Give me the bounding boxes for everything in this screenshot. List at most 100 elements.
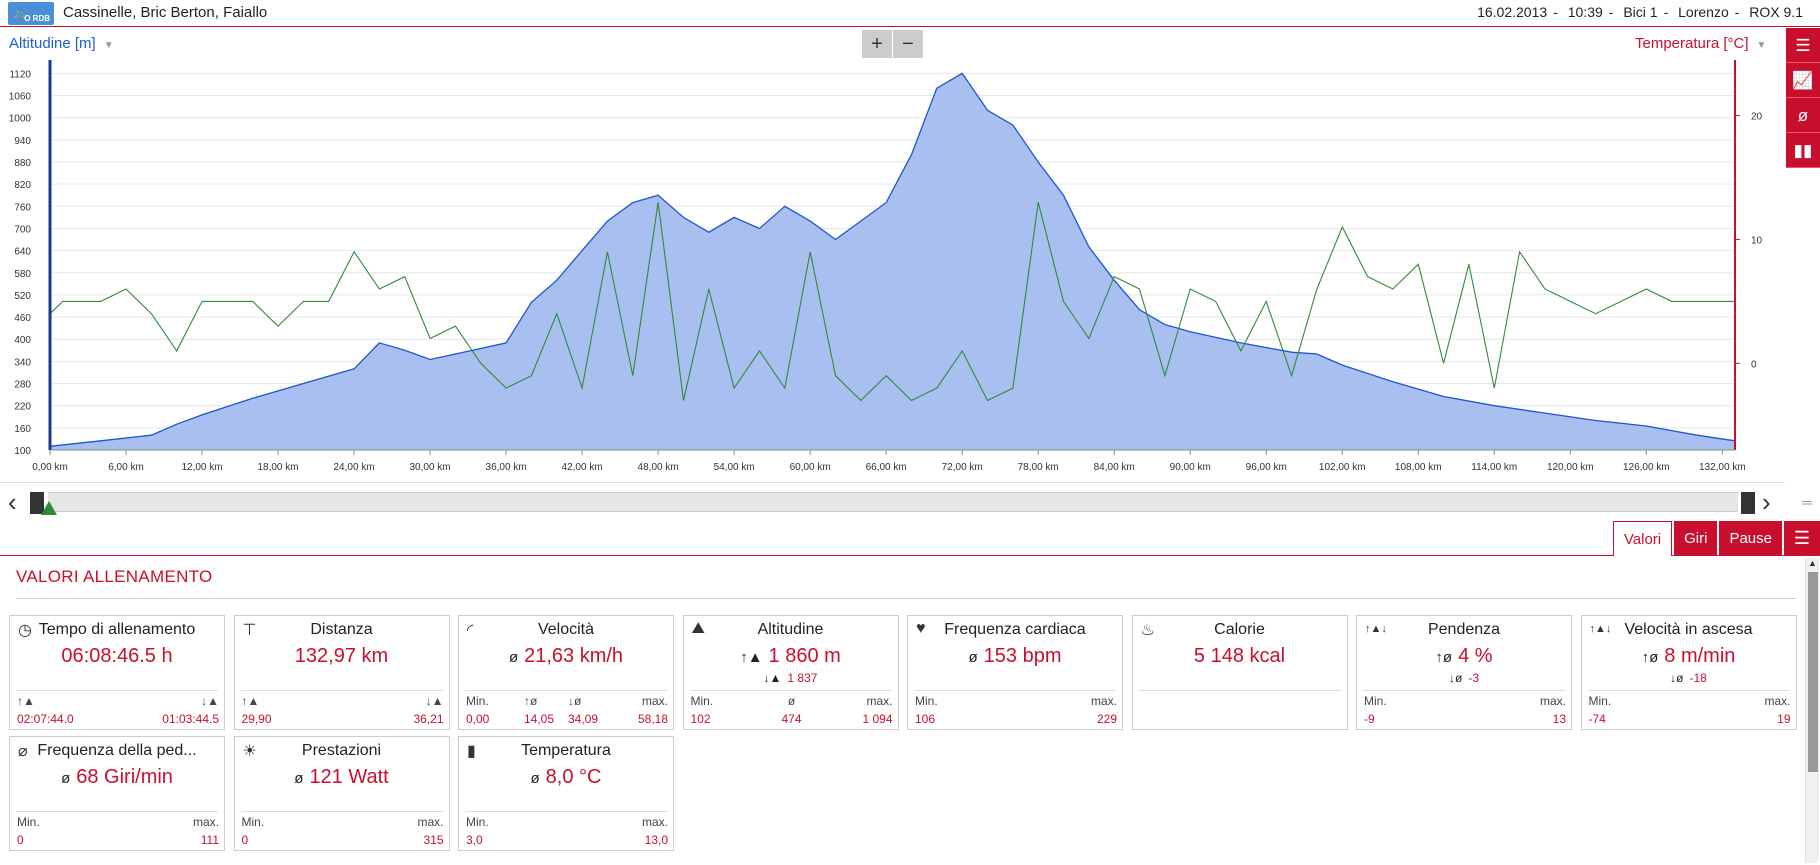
card-stat: ↑ø 14,05 bbox=[524, 694, 554, 726]
logo-text: O RDB bbox=[24, 14, 50, 23]
zoom-out-button[interactable]: − bbox=[893, 30, 923, 58]
card-stat-label: max. bbox=[641, 694, 668, 708]
card-stat-value: 36,21 bbox=[413, 712, 444, 726]
card-main-number: 68 Giri/min bbox=[76, 766, 173, 788]
card-title: Pendenza bbox=[1427, 621, 1501, 638]
slope-icon: ↑▲↓ bbox=[1365, 623, 1387, 635]
card-footer bbox=[1140, 694, 1342, 728]
card-divider bbox=[465, 811, 667, 812]
card-divider bbox=[1587, 690, 1790, 691]
x-tick-label: 24,00 km bbox=[333, 462, 374, 473]
scrub-start-handle[interactable] bbox=[30, 492, 44, 514]
zoom-in-button[interactable]: + bbox=[862, 30, 892, 58]
card-main-symbol: ø bbox=[61, 770, 71, 787]
card-stat: ↓ø 34,09 bbox=[568, 694, 598, 726]
session-user: Lorenzo bbox=[1678, 4, 1729, 20]
card-stat-value: 229 bbox=[1096, 712, 1117, 726]
card-stat-value: 0,00 bbox=[466, 712, 490, 726]
altitude-temperature-chart[interactable]: 1001602202803404004605205806407007608208… bbox=[0, 58, 1785, 478]
x-tick-label: 78,00 km bbox=[1018, 462, 1059, 473]
altitude-area bbox=[50, 73, 1735, 451]
card-stat-label: Min. bbox=[1364, 694, 1387, 708]
average-icon[interactable]: ø bbox=[1786, 98, 1820, 133]
tabs-menu-icon[interactable]: ☰ bbox=[1784, 521, 1820, 556]
card-stat-value: 3,0 bbox=[466, 833, 483, 847]
bar-chart-icon[interactable]: ▮▮ bbox=[1786, 133, 1820, 168]
value-card: ☀ Prestazioni ø 121 Watt Min. 0 max. 315 bbox=[233, 736, 450, 851]
tab-laps[interactable]: Giri bbox=[1674, 521, 1718, 556]
values-scrollbar[interactable]: ▲ bbox=[1805, 558, 1819, 863]
card-main-symbol: ↑ø bbox=[1641, 649, 1659, 666]
x-tick-label: 60,00 km bbox=[790, 462, 831, 473]
y-tick-label-left: 1060 bbox=[9, 92, 32, 103]
card-stat-value: 29,90 bbox=[241, 712, 272, 726]
card-stat: Min. 0 bbox=[242, 815, 265, 847]
card-title: Calorie bbox=[1214, 621, 1265, 638]
card-stat-value: 34,09 bbox=[568, 712, 599, 726]
y-tick-label-left: 880 bbox=[14, 158, 31, 169]
temperature-line bbox=[49, 202, 1735, 402]
x-tick-label: 84,00 km bbox=[1094, 462, 1135, 473]
scrub-menu-icon[interactable]: ═ bbox=[1802, 494, 1812, 510]
y-tick-label-left: 760 bbox=[14, 202, 31, 213]
card-stat-value: 14,05 bbox=[524, 712, 555, 726]
tab-values[interactable]: Valori bbox=[1612, 521, 1673, 556]
tab-pauses[interactable]: Pause bbox=[1719, 521, 1782, 556]
list-icon[interactable]: ☰ bbox=[1786, 28, 1820, 63]
card-stat-value: 106 bbox=[915, 712, 936, 726]
chevron-down-icon: ▼ bbox=[1756, 40, 1767, 51]
scrollbar-thumb[interactable] bbox=[1808, 572, 1818, 772]
card-sub-number: 1 837 bbox=[787, 671, 818, 685]
y-tick-label-left: 700 bbox=[14, 224, 31, 235]
card-sub-symbol: ↓▲ bbox=[763, 671, 782, 685]
left-axis-selector[interactable]: Altitudine [m] ▼ bbox=[9, 35, 114, 52]
value-card: ♨ Calorie 5 148 kcal bbox=[1131, 615, 1348, 730]
right-axis-selector[interactable]: Temperatura [°C] ▼ bbox=[1635, 35, 1766, 52]
card-stat: ø 474 bbox=[691, 694, 893, 726]
y-tick-label-left: 400 bbox=[14, 335, 31, 346]
scrub-track[interactable] bbox=[48, 492, 1738, 512]
position-marker[interactable] bbox=[41, 501, 57, 515]
card-main-number: 06:08:46.5 h bbox=[61, 645, 173, 667]
card-stat: max. 1 094 bbox=[862, 694, 892, 726]
scroll-up-icon[interactable]: ▲ bbox=[1808, 558, 1817, 568]
card-stat: ↑▲ 02:07:44.0 bbox=[17, 694, 74, 726]
line-chart-icon[interactable]: 📈 bbox=[1786, 63, 1820, 98]
y-tick-label-left: 1120 bbox=[9, 69, 31, 80]
card-stat: Min. 102 bbox=[691, 694, 714, 726]
card-main-symbol: ø bbox=[968, 649, 978, 666]
card-divider bbox=[16, 690, 218, 691]
x-tick-label: 102,00 km bbox=[1319, 462, 1366, 473]
altitude-line bbox=[49, 72, 1736, 447]
scrub-end-handle[interactable] bbox=[1741, 492, 1755, 514]
card-main-number: 1 860 m bbox=[768, 645, 841, 667]
card-stat: Min. 3,0 bbox=[466, 815, 489, 847]
x-tick-label: 114,00 km bbox=[1471, 462, 1517, 473]
left-axis-label: Altitudine [m] bbox=[9, 35, 96, 52]
card-footer: Min. 0 max. 111 bbox=[17, 815, 219, 849]
speedometer-icon: ◜ bbox=[467, 622, 474, 639]
card-main-symbol: ø bbox=[508, 649, 519, 666]
card-stat: max. 58,18 bbox=[638, 694, 668, 726]
top-bar: 🚲 O RDB Cassinelle, Bric Berton, Faiallo… bbox=[0, 0, 1820, 27]
card-footer: Min. -9 max. 13 bbox=[1364, 694, 1566, 728]
y-tick-label-left: 820 bbox=[14, 180, 31, 191]
scrub-left-arrow[interactable]: ‹ bbox=[8, 487, 17, 517]
card-stat-label: ↑▲ bbox=[17, 694, 35, 708]
card-footer: Min. 0,00 ↑ø 14,05 ↓ø 34,09 max. 58,18 bbox=[466, 694, 668, 728]
scrub-right-arrow[interactable]: › bbox=[1762, 487, 1771, 517]
card-title: Prestazioni bbox=[301, 742, 382, 759]
card-stat-label: max. bbox=[1764, 694, 1791, 708]
card-main-number: 8 m/min bbox=[1664, 645, 1736, 667]
card-footer: Min. 102 ø 474 max. 1 094 bbox=[691, 694, 893, 728]
card-stat-label: Min. bbox=[466, 694, 489, 708]
x-tick-label: 0,00 km bbox=[32, 462, 68, 473]
y-tick-label-left: 340 bbox=[14, 357, 31, 368]
card-footer: Min. -74 max. 19 bbox=[1589, 694, 1791, 728]
y-tick-label-right: 0 bbox=[1751, 359, 1757, 370]
activity-title: Cassinelle, Bric Berton, Faiallo bbox=[63, 4, 268, 21]
chart-area: Altitudine [m] ▼ + − Temperatura [°C] ▼ 100… bbox=[0, 28, 1785, 483]
card-main-value: ø 121 Watt bbox=[235, 766, 449, 789]
card-main-number: 121 Watt bbox=[309, 766, 389, 788]
card-main-number: 4 % bbox=[1458, 645, 1493, 667]
